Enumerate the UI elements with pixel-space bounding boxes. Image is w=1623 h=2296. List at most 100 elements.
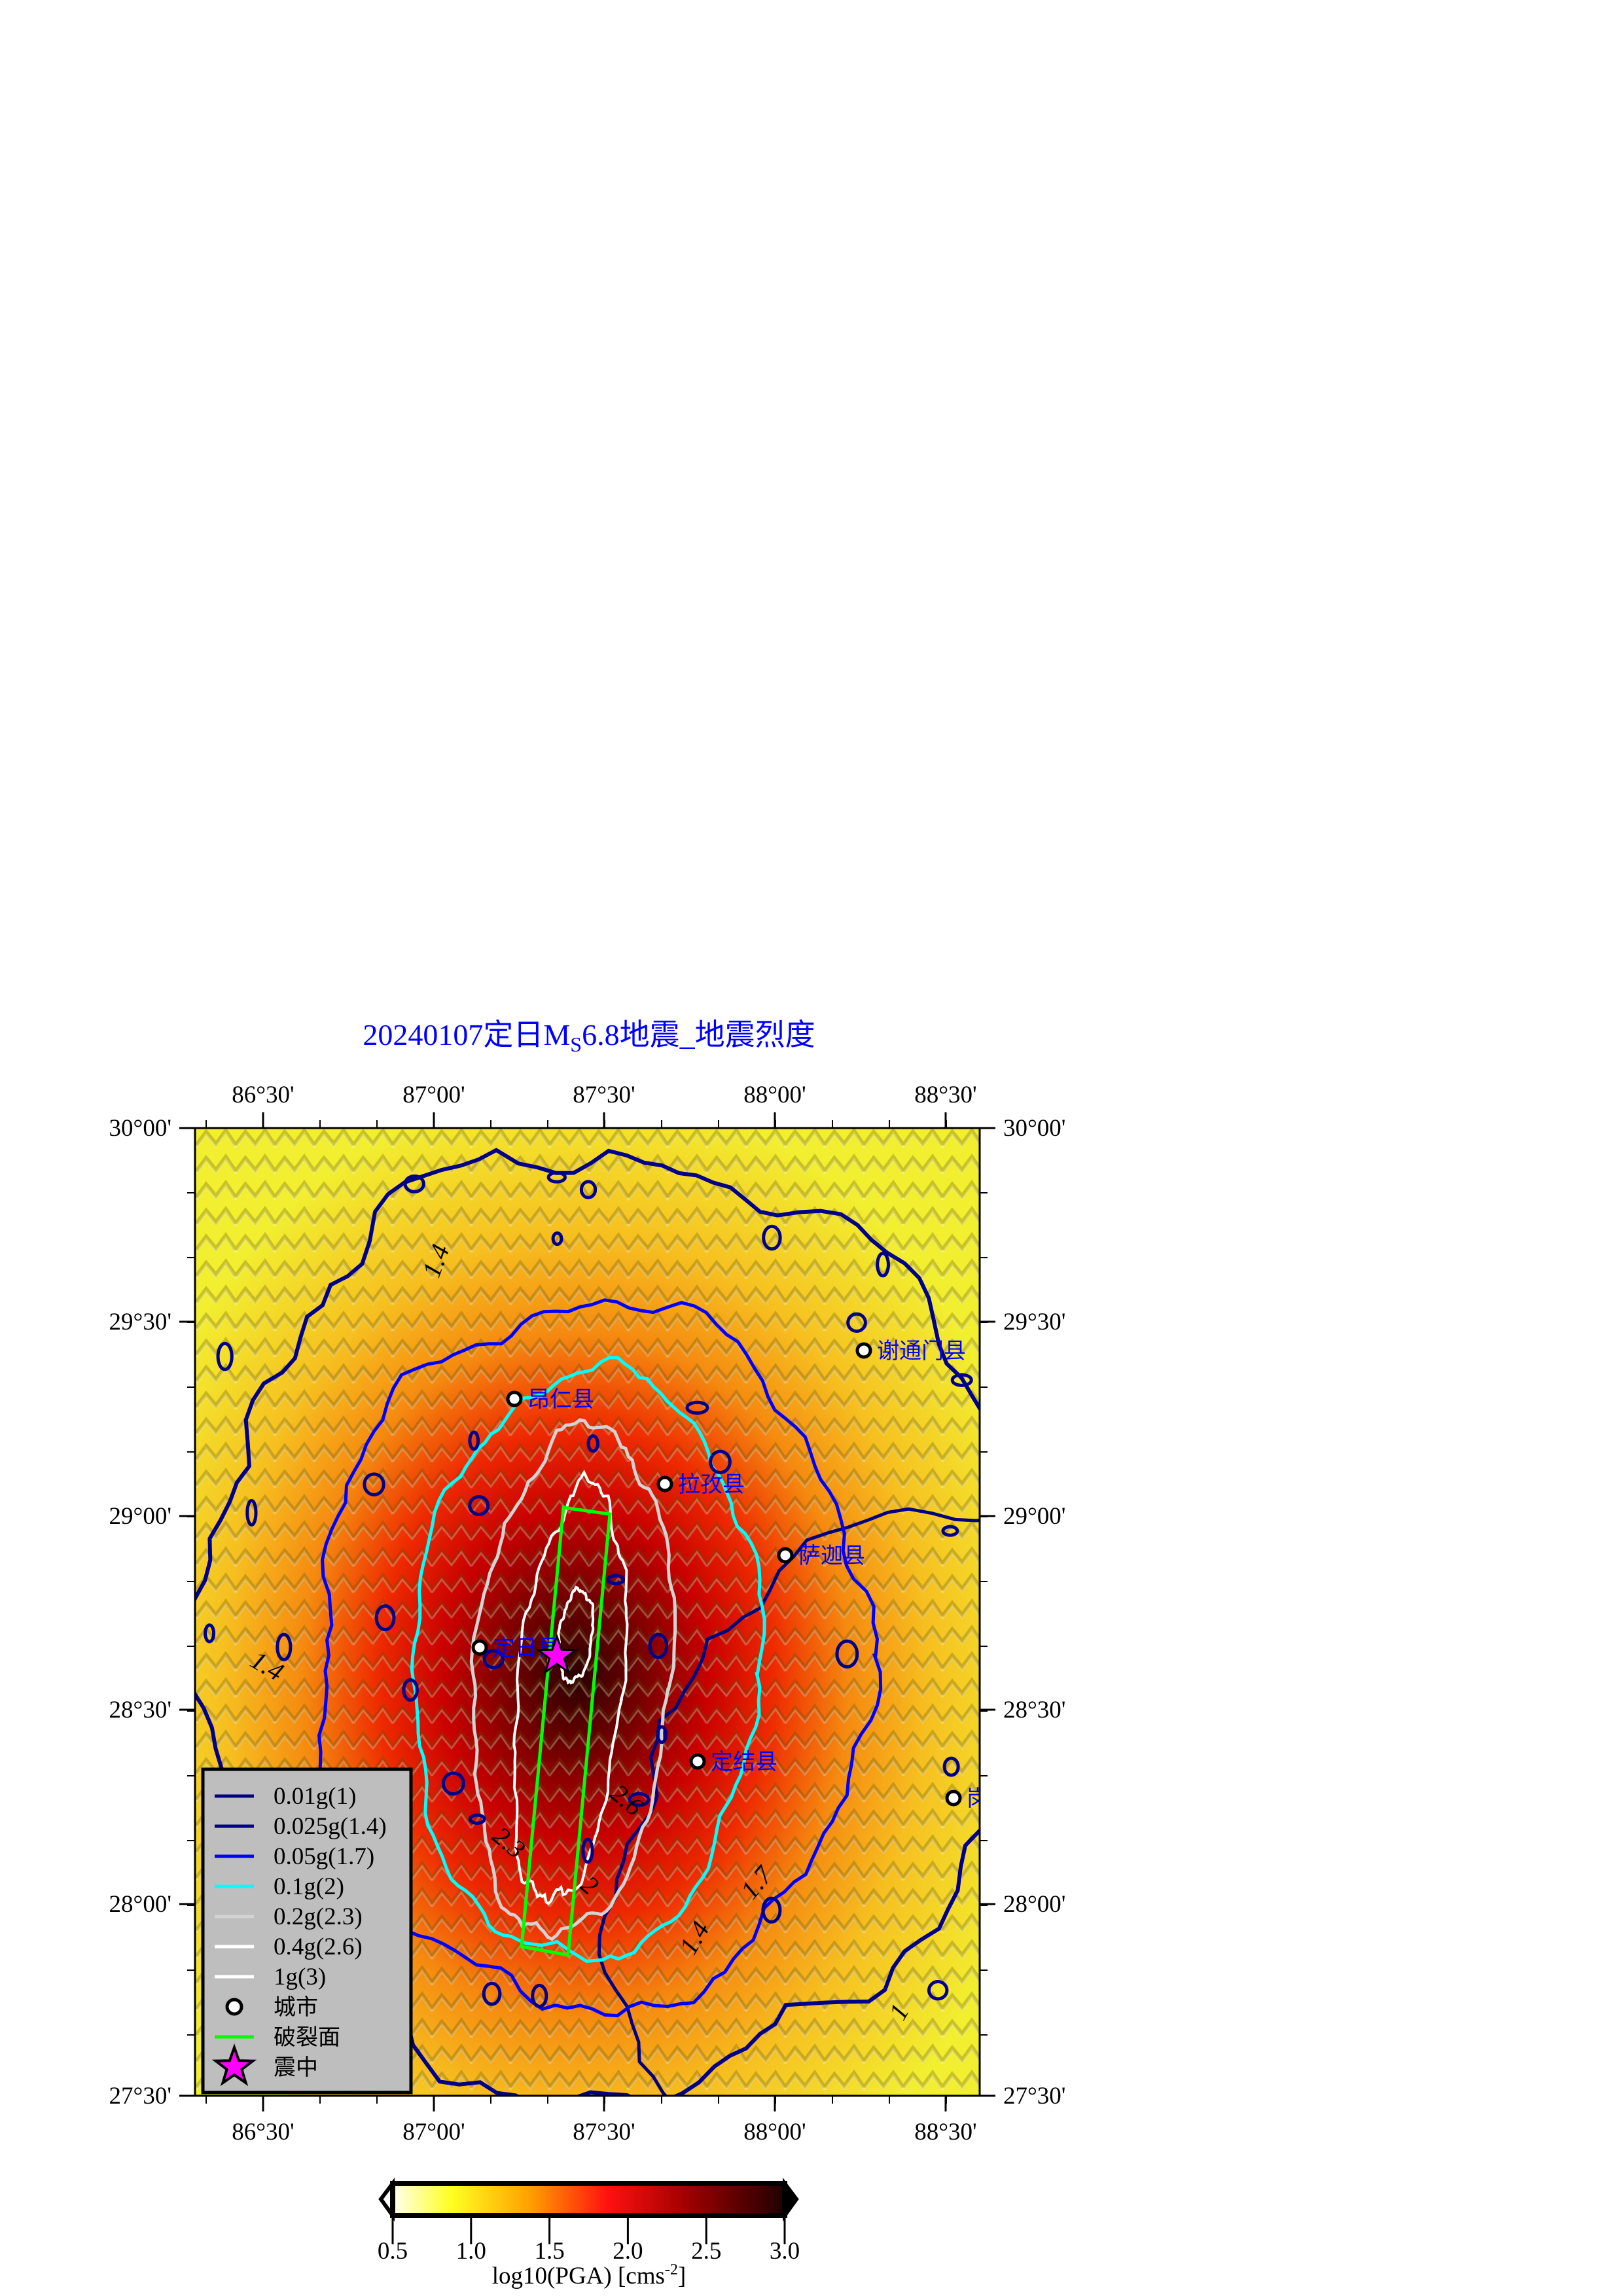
legend-label: 0.2g(2.3) (274, 1903, 363, 1930)
contour-island (761, 1896, 782, 1924)
city-marker[interactable] (945, 1790, 962, 1807)
lat-label-left: 30°00' (109, 1115, 171, 1142)
contour-island (942, 1756, 960, 1777)
contour-island (468, 1813, 486, 1825)
contour-3.0 (557, 1585, 595, 1685)
city-label: 定结县 (711, 1749, 777, 1775)
epicenter-star (535, 1633, 579, 1675)
legend: 0.01g(1) 0.025g(1.4) 0.05g(1.7) 0.1g(2) 0.2g… (201, 1767, 413, 2094)
legend-label: 0.05g(1.7) (274, 1843, 374, 1870)
contour-island (402, 1678, 419, 1702)
legend-epicenter-symbol (211, 2043, 257, 2087)
contour-island (628, 1792, 651, 1807)
lat-label-right: 30°00' (1003, 1115, 1065, 1142)
lat-label-right: 28°30' (1003, 1697, 1065, 1723)
contour-2.3 (469, 1418, 677, 1941)
legend-label: 破裂面 (274, 2024, 340, 2051)
city-marker[interactable] (506, 1390, 523, 1407)
city-label: 岗巴县 (967, 1786, 1033, 1812)
map-title: 20240107定日MS6.8地震_地震烈度 (0, 1011, 1178, 1057)
contour-island (403, 1174, 425, 1193)
colorbar-tick-label: 2.5 (691, 2238, 721, 2265)
contour-island (648, 1633, 669, 1659)
city-marker[interactable] (689, 1753, 706, 1770)
contour-island (374, 1604, 396, 1632)
contour-1.0 (597, 1507, 980, 2096)
colorbar-tick-label: 2.0 (613, 2238, 643, 2265)
contour-island (482, 1981, 502, 2006)
lat-label-right: 27°30' (1003, 2083, 1065, 2110)
lat-label-left: 28°30' (109, 1697, 171, 1723)
city-marker[interactable] (777, 1547, 794, 1564)
colorbar: 0.5 1.0 1.5 2.0 2.5 3.0 log10(PGA) [cms-2] (378, 2178, 800, 2289)
lon-label-top: 87°30' (573, 1082, 635, 1108)
legend-label: 0.4g(2.6) (274, 1934, 363, 1960)
contour-island (276, 1633, 293, 1661)
city-label: 萨迦县 (798, 1543, 865, 1569)
colorbar-tick-label: 0.5 (378, 2238, 408, 2265)
title-subscript: S (570, 1033, 582, 1056)
lat-label-left: 29°30' (109, 1309, 171, 1335)
legend-city-symbol (225, 1998, 243, 2016)
contour-island (656, 1725, 668, 1744)
city-marker[interactable] (656, 1475, 673, 1492)
lat-label-left: 29°00' (109, 1503, 171, 1530)
contour-island (468, 1494, 490, 1517)
contour-2.0 (410, 1356, 766, 1963)
city-label: 昂仁县 (527, 1386, 594, 1413)
contour-island (762, 1224, 782, 1251)
legend-label: 0.1g(2) (274, 1873, 344, 1900)
contour-island (468, 1430, 480, 1451)
contour-island (363, 1472, 385, 1496)
contour-island (685, 1400, 709, 1415)
colorbar-tick-label: 1.5 (534, 2238, 564, 2265)
colorbar-label: log10(PGA) [cms-2] (492, 2261, 686, 2289)
contour-island (546, 1171, 567, 1184)
contour-island (579, 1180, 597, 1199)
lon-label-bottom: 87°30' (573, 2119, 635, 2146)
contour-island (216, 1341, 234, 1371)
contour-2.6 (512, 1469, 629, 1906)
city-marker[interactable] (855, 1342, 872, 1359)
lon-label-bottom: 86°30' (232, 2119, 294, 2146)
lat-label-left: 27°30' (109, 2083, 171, 2110)
legend-label: 城市 (274, 1994, 318, 2021)
lon-label-top: 88°30' (914, 1082, 976, 1108)
legend-label: 震中 (274, 2055, 318, 2081)
city-marker[interactable] (471, 1639, 488, 1656)
contour-island (876, 1251, 890, 1278)
contour-island (482, 1649, 505, 1670)
contour-1.7 (317, 1298, 883, 2018)
contour-1.4 (195, 1148, 980, 2096)
lon-label-bottom: 87°00' (402, 2119, 465, 2146)
lon-label-bottom: 88°30' (914, 2119, 976, 2146)
legend-box (201, 1767, 413, 2094)
map-frame (194, 1127, 981, 2097)
title-text: 20240107定日M (363, 1018, 571, 1051)
colorbar-tick-label: 3.0 (770, 2238, 800, 2265)
lat-label-right: 28°00' (1003, 1891, 1065, 1918)
lon-label-bottom: 88°00' (743, 2119, 806, 2146)
lat-label-right: 29°30' (1003, 1309, 1065, 1335)
contour-island (586, 1434, 599, 1453)
legend-label: 0.025g(1.4) (274, 1813, 387, 1840)
map-axes: 86°30' 86°30' 87°00' 87°00' 87°30' 87°30' 88°0… (109, 1082, 1066, 2146)
title-text-suffix: 6.8地震_地震烈度 (582, 1018, 815, 1051)
contour-island (441, 1771, 465, 1796)
lon-label-top: 87°00' (402, 1082, 465, 1108)
contour-island (835, 1639, 859, 1669)
colorbar-tick-label: 1.0 (456, 2238, 486, 2265)
lon-label-top: 88°00' (743, 1082, 806, 1108)
lat-label-left: 28°00' (109, 1891, 171, 1918)
lon-label-top: 86°30' (232, 1082, 294, 1108)
contour-island (551, 1231, 563, 1246)
city-label: 谢通门县 (877, 1338, 966, 1364)
contour-island (245, 1498, 258, 1527)
contour-island (606, 1574, 626, 1585)
legend-label: 0.01g(1) (274, 1783, 356, 1810)
contour-island (709, 1449, 732, 1475)
contour-island (927, 1980, 949, 2001)
